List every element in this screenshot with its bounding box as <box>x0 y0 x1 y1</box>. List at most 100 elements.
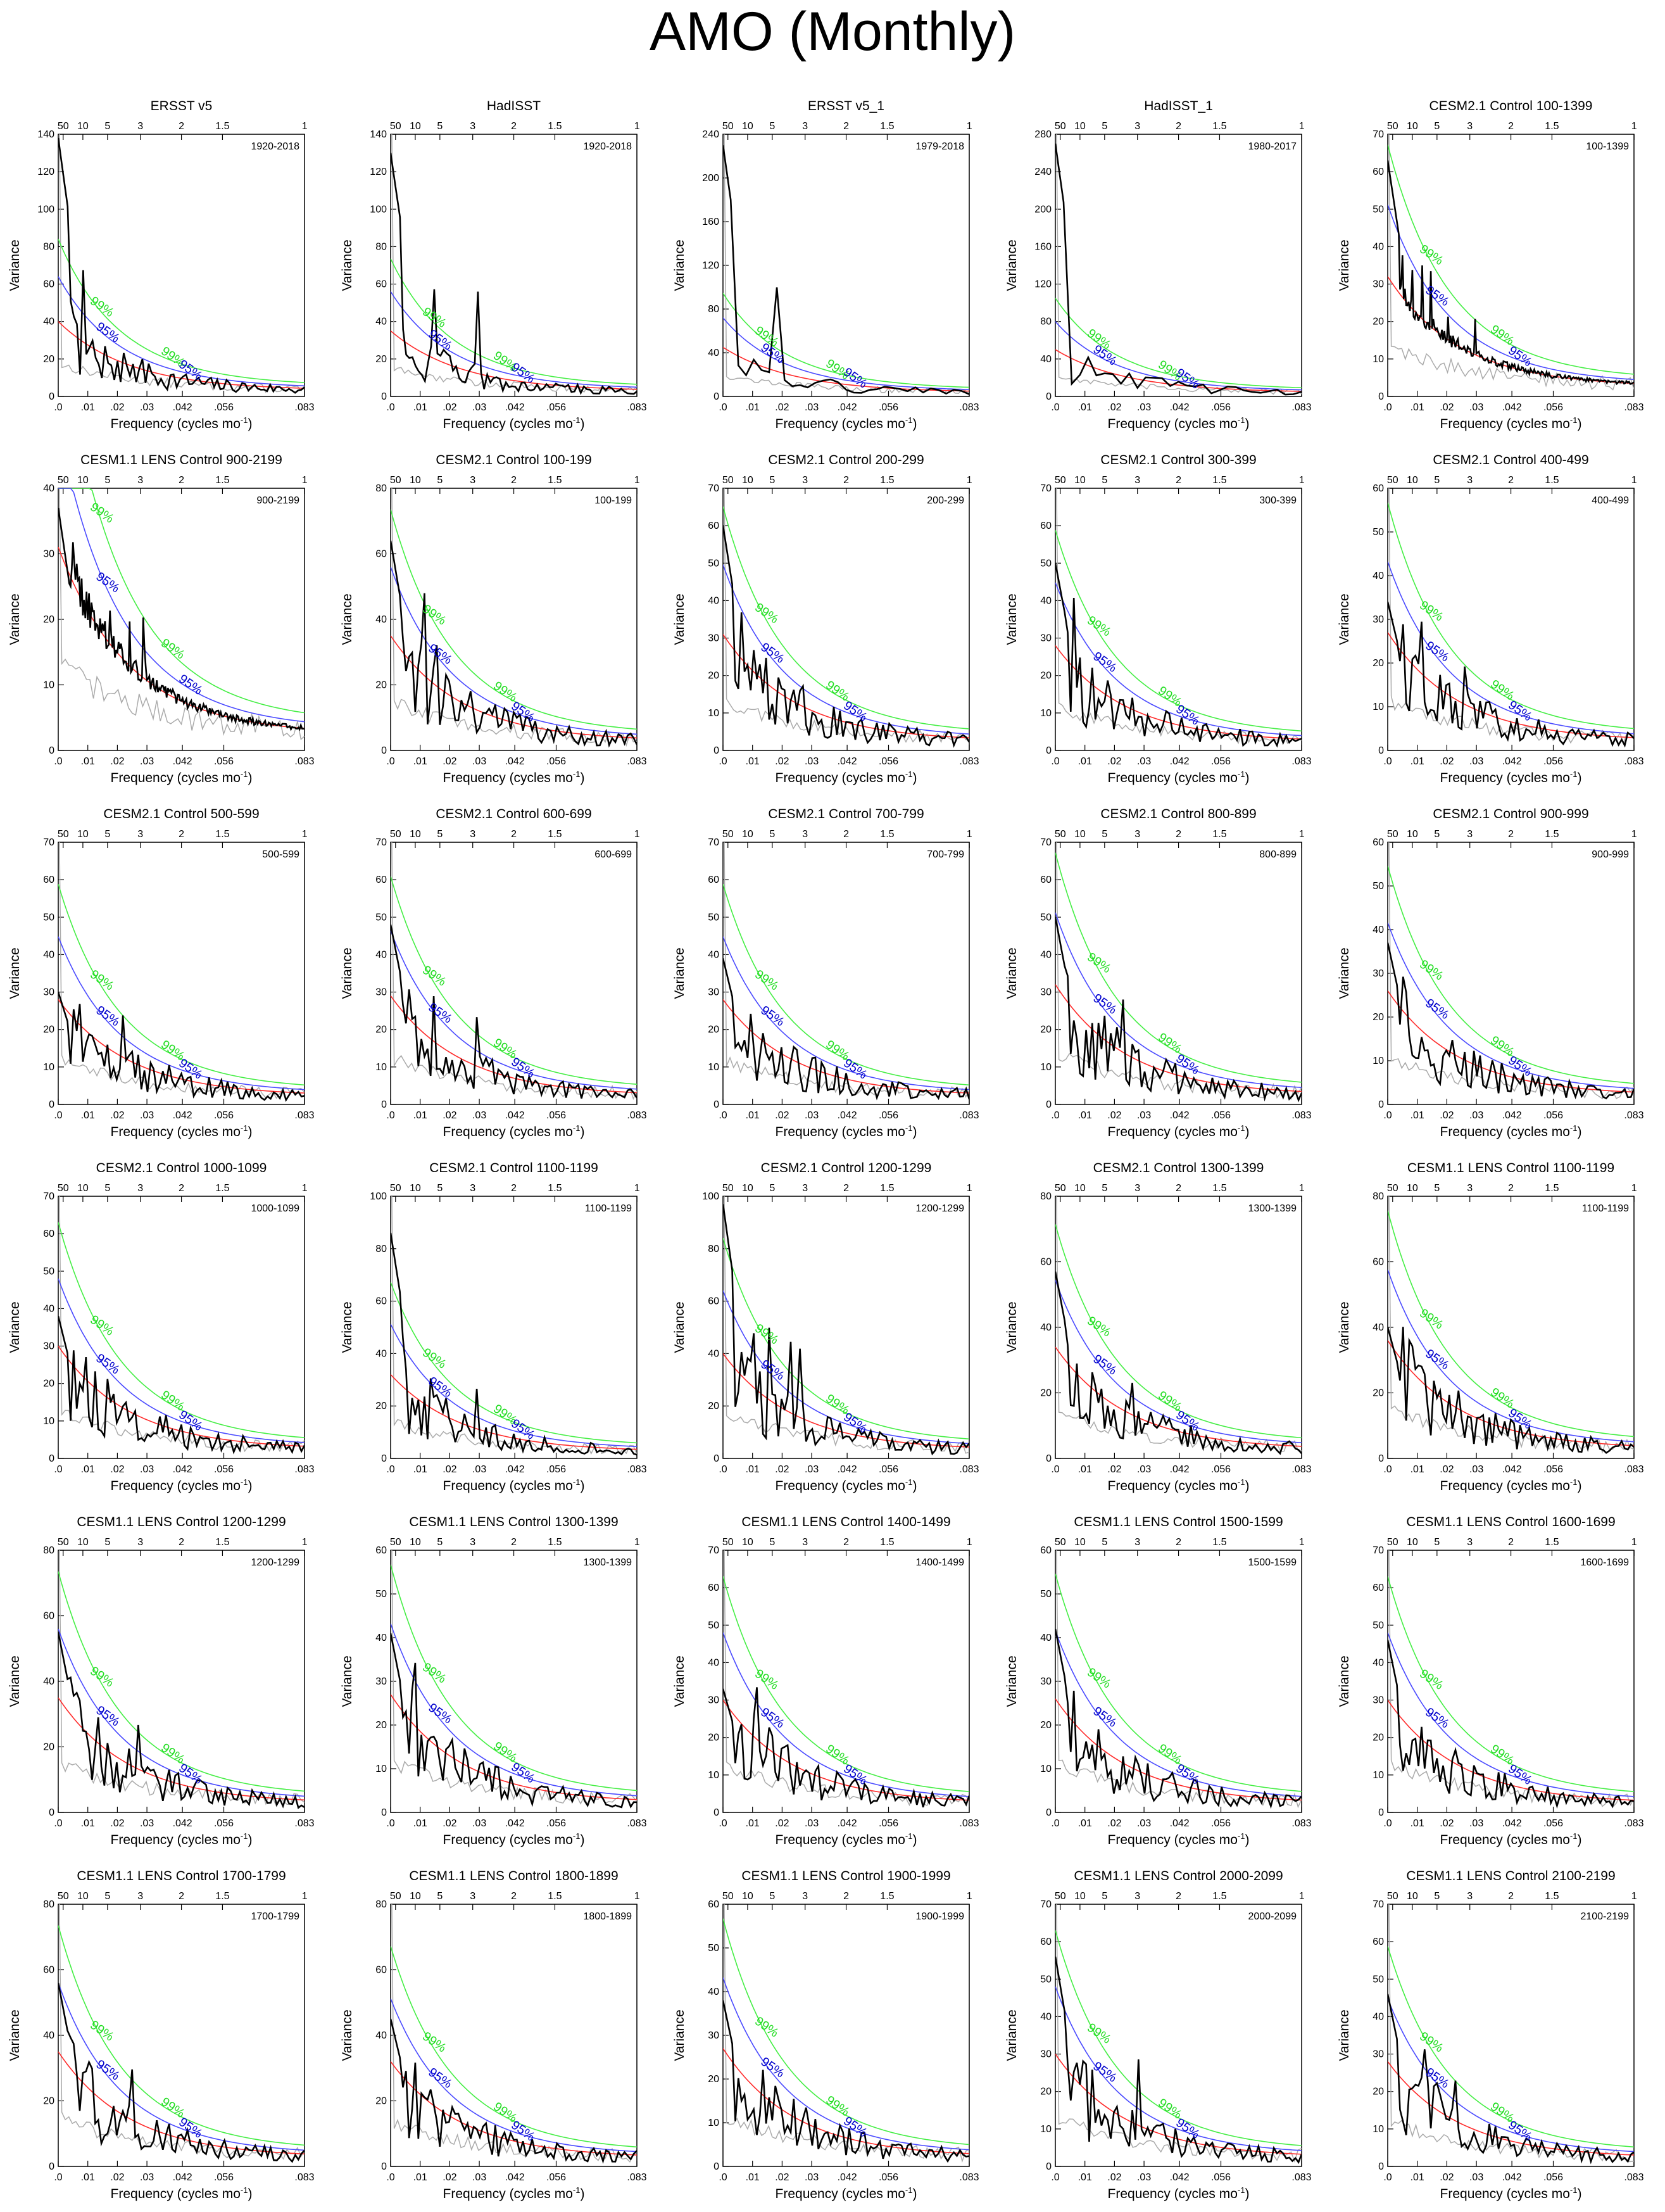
x-tick-label: .01 <box>81 2172 95 2183</box>
x-tick-label: .0 <box>386 2172 394 2183</box>
y-tick-label: 60 <box>1373 483 1384 494</box>
spectrum-panel: CESM1.1 LENS Control 1100-1199 1100-1199.… <box>1337 1161 1644 1493</box>
confidence-99-line <box>723 506 969 730</box>
top-tick-label: 10 <box>77 829 89 840</box>
top-tick-label: 3 <box>802 829 808 840</box>
y-tick-label: 40 <box>375 1348 387 1359</box>
x-tick-label: .083 <box>959 756 979 767</box>
label-99: 99% <box>1417 957 1446 983</box>
top-tick-label: 5 <box>104 1537 110 1548</box>
top-tick-label: 2 <box>1508 1537 1514 1548</box>
top-tick-label: 2 <box>179 121 184 132</box>
top-tick-label: 50 <box>1387 1891 1398 1902</box>
y-tick-label: 30 <box>1373 279 1384 290</box>
y-tick-label: 10 <box>708 1062 719 1073</box>
x-tick-label: .056 <box>546 402 566 413</box>
x-axis-label: Frequency (cycles mo-1) <box>1440 1831 1582 1847</box>
top-tick-label: 10 <box>410 1183 421 1194</box>
x-tick-label: .02 <box>1107 2172 1121 2183</box>
x-tick-label: .042 <box>505 756 525 767</box>
label-95: 95% <box>176 1761 205 1787</box>
label-99: 99% <box>1417 1667 1446 1693</box>
y-tick-label: 40 <box>708 949 719 960</box>
label-95: 95% <box>758 1705 787 1731</box>
y-tick-label: 20 <box>1040 671 1052 681</box>
x-tick-label: .042 <box>838 1818 857 1829</box>
confidence-95-line <box>58 936 305 1090</box>
top-tick-label: 1.5 <box>1212 829 1226 840</box>
label-99: 99% <box>87 968 116 994</box>
top-tick-label: 1.5 <box>1545 1183 1559 1194</box>
x-tick-label: .083 <box>1291 756 1311 767</box>
y-tick-label: 40 <box>375 949 387 960</box>
y-tick-label: 240 <box>1034 167 1052 177</box>
x-tick-label: .0 <box>54 1818 62 1829</box>
top-tick-label: 50 <box>390 829 401 840</box>
label-95: 95% <box>758 640 787 666</box>
top-tick-label: 50 <box>722 1537 734 1548</box>
top-tick-label: 2 <box>843 121 849 132</box>
y-tick-label: 160 <box>1034 241 1052 252</box>
x-tick-label: .03 <box>1137 756 1151 767</box>
y-tick-label: 20 <box>1040 1388 1052 1399</box>
y-tick-label: 40 <box>43 483 54 494</box>
x-tick-label: .0 <box>1051 756 1059 767</box>
x-tick-label: .0 <box>1051 1464 1059 1475</box>
x-tick-label: .056 <box>1543 756 1563 767</box>
spectrum-line <box>1055 1628 1302 1809</box>
label-95: 95% <box>176 672 205 698</box>
period-label: 1979-2018 <box>915 141 964 152</box>
y-tick-label: 0 <box>1046 1807 1052 1818</box>
confidence-99-line <box>1055 852 1302 1083</box>
top-tick-label: 3 <box>802 475 808 486</box>
y-tick-label: 30 <box>708 2030 719 2041</box>
x-tick-label: .03 <box>1137 2172 1151 2183</box>
confidence-95-line <box>391 1998 637 2152</box>
x-tick-label: .056 <box>1211 402 1231 413</box>
confidence-99-line <box>1388 1945 1634 2148</box>
x-tick-label: .02 <box>1440 756 1454 767</box>
top-tick-label: 3 <box>1467 1891 1473 1902</box>
spectrum-line <box>1055 563 1302 748</box>
y-tick-label: 40 <box>1040 1322 1052 1333</box>
spectrum-line <box>58 137 305 394</box>
y-tick-label: 60 <box>1040 1937 1052 1947</box>
y-tick-label: 80 <box>375 483 387 494</box>
x-tick-label: .083 <box>959 2172 979 2183</box>
top-tick-label: 10 <box>1407 829 1418 840</box>
label-99: 99% <box>87 1664 116 1690</box>
spectrum-panel: HadISST_1 1980-2017 .0 .01 .02 .03 .042 .056 .08… <box>1005 99 1312 431</box>
top-tick-label: 1.5 <box>215 121 229 132</box>
y-tick-label: 40 <box>1040 949 1052 960</box>
y-axis-label: Variance <box>340 2009 355 2061</box>
x-tick-label: .0 <box>386 1464 394 1475</box>
top-tick-label: 50 <box>1387 121 1398 132</box>
x-axis-label: Frequency (cycles mo-1) <box>1108 2185 1250 2201</box>
x-tick-label: .083 <box>959 1464 979 1475</box>
spectrum-panel: CESM2.1 Control 1100-1199 1100-1199 .0 .01.… <box>340 1161 647 1493</box>
x-axis-label: Frequency (cycles mo-1) <box>1440 1123 1582 1139</box>
panel-title: CESM1.1 LENS Control 1400-1499 <box>741 1515 950 1529</box>
y-tick-label: 0 <box>381 1099 387 1110</box>
x-tick-label: .02 <box>1107 1818 1121 1829</box>
period-label: 1920-2018 <box>583 141 632 152</box>
x-tick-label: .03 <box>140 1464 154 1475</box>
x-tick-label: .083 <box>294 756 314 767</box>
y-tick-label: 80 <box>1040 317 1052 327</box>
x-tick-label: .03 <box>140 1110 154 1121</box>
top-tick-label: 2 <box>1508 475 1514 486</box>
y-tick-label: 60 <box>43 875 54 885</box>
top-tick-label: 50 <box>722 1891 734 1902</box>
x-tick-label: .0 <box>386 1818 394 1829</box>
top-tick-label: 3 <box>470 1537 475 1548</box>
x-tick-label: .0 <box>719 1818 727 1829</box>
x-tick-label: .0 <box>54 402 62 413</box>
label-99: 99% <box>1084 1665 1114 1691</box>
x-tick-label: .042 <box>173 1464 192 1475</box>
label-99: 99% <box>420 2030 449 2056</box>
x-tick-label: .01 <box>81 1464 95 1475</box>
red-noise-line <box>1055 645 1302 740</box>
top-tick-label: 1 <box>1299 1183 1305 1194</box>
top-tick-label: 3 <box>802 1891 808 1902</box>
spectrum-line <box>58 1632 305 1809</box>
